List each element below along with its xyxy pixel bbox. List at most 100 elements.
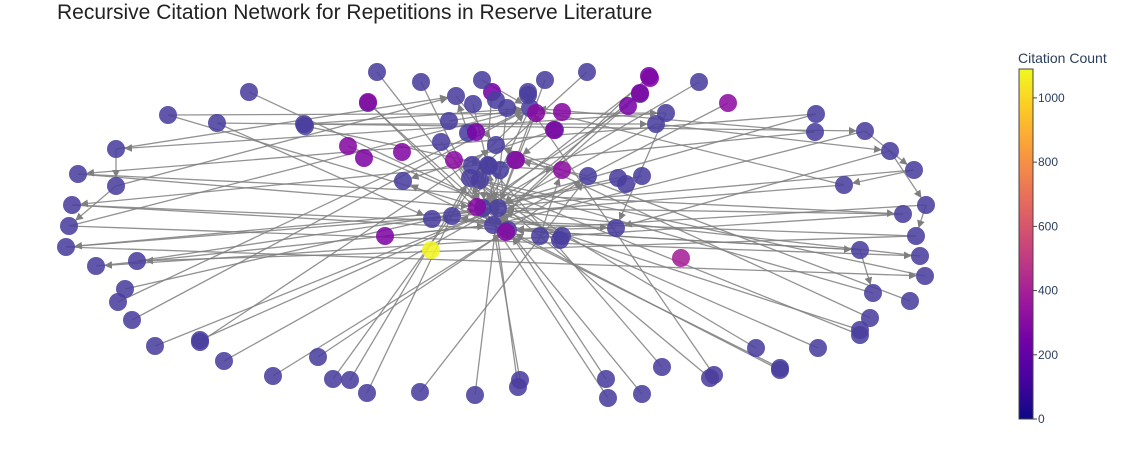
- citation-node-15[interactable]: [443, 207, 461, 225]
- citation-node-85[interactable]: [864, 284, 882, 302]
- citation-node-91[interactable]: [146, 337, 164, 355]
- citation-node-14[interactable]: [468, 198, 486, 216]
- citation-node-75[interactable]: [894, 205, 912, 223]
- citation-node-100[interactable]: [264, 367, 282, 385]
- citation-node-82[interactable]: [128, 252, 146, 270]
- citation-node-26[interactable]: [447, 87, 465, 105]
- citation-node-39[interactable]: [467, 123, 485, 141]
- citation-node-88[interactable]: [123, 311, 141, 329]
- citation-node-60[interactable]: [208, 114, 226, 132]
- citation-edge-88-8: [131, 111, 523, 321]
- citation-node-53[interactable]: [690, 73, 708, 91]
- citation-node-107[interactable]: [599, 389, 617, 407]
- citation-node-50[interactable]: [519, 83, 537, 101]
- citation-node-51[interactable]: [578, 63, 596, 81]
- citation-node-45[interactable]: [463, 156, 481, 174]
- citation-node-40[interactable]: [487, 91, 505, 109]
- citation-node-97[interactable]: [309, 348, 327, 366]
- citation-node-109[interactable]: [701, 369, 719, 387]
- citation-node-114[interactable]: [851, 321, 869, 339]
- citation-node-89[interactable]: [861, 309, 879, 327]
- citation-node-94[interactable]: [747, 339, 765, 357]
- citation-node-108[interactable]: [633, 385, 651, 403]
- citation-network-plot[interactable]: [0, 0, 1000, 450]
- citation-node-71[interactable]: [107, 177, 125, 195]
- citation-node-77[interactable]: [907, 227, 925, 245]
- citation-node-111[interactable]: [359, 93, 377, 111]
- citation-node-66[interactable]: [856, 122, 874, 140]
- citation-node-103[interactable]: [358, 384, 376, 402]
- citation-node-43[interactable]: [339, 137, 357, 155]
- citation-node-42[interactable]: [355, 149, 373, 167]
- citation-node-32[interactable]: [432, 133, 450, 151]
- citation-node-93[interactable]: [809, 339, 827, 357]
- citation-node-11[interactable]: [497, 223, 515, 241]
- citation-node-121[interactable]: [641, 69, 659, 87]
- citation-node-19[interactable]: [607, 219, 625, 237]
- citation-node-58[interactable]: [719, 94, 737, 112]
- citation-node-54[interactable]: [240, 83, 258, 101]
- citation-node-86[interactable]: [109, 293, 127, 311]
- citation-node-67[interactable]: [107, 140, 125, 158]
- citation-node-36[interactable]: [394, 172, 412, 190]
- citation-node-49[interactable]: [473, 71, 491, 89]
- citation-node-21[interactable]: [579, 167, 597, 185]
- citation-node-76[interactable]: [60, 217, 78, 235]
- citation-node-30[interactable]: [553, 103, 571, 121]
- citation-node-73[interactable]: [917, 196, 935, 214]
- citation-node-6[interactable]: [487, 136, 505, 154]
- citation-edge-63-67: [124, 112, 667, 152]
- citation-node-13[interactable]: [531, 227, 549, 245]
- citation-node-118[interactable]: [511, 371, 529, 389]
- citation-node-87[interactable]: [901, 292, 919, 310]
- citation-node-104[interactable]: [411, 383, 429, 401]
- citation-node-98[interactable]: [653, 358, 671, 376]
- citation-node-110[interactable]: [296, 117, 314, 135]
- citation-node-48[interactable]: [412, 73, 430, 91]
- citation-node-69[interactable]: [69, 165, 87, 183]
- citation-node-47[interactable]: [368, 63, 386, 81]
- citation-node-18[interactable]: [507, 151, 525, 169]
- citation-node-24[interactable]: [633, 167, 651, 185]
- citation-node-72[interactable]: [835, 176, 853, 194]
- citation-node-81[interactable]: [87, 257, 105, 275]
- citation-node-17[interactable]: [376, 227, 394, 245]
- citation-node-80[interactable]: [911, 247, 929, 265]
- citation-node-33[interactable]: [440, 112, 458, 130]
- citation-node-83[interactable]: [916, 267, 934, 285]
- citation-node-112[interactable]: [631, 84, 649, 102]
- citation-node-115[interactable]: [771, 361, 789, 379]
- citation-node-70[interactable]: [905, 161, 923, 179]
- citation-node-25[interactable]: [464, 95, 482, 113]
- citation-node-62[interactable]: [807, 105, 825, 123]
- citation-node-35[interactable]: [672, 249, 690, 267]
- citation-node-116[interactable]: [191, 331, 209, 349]
- citation-edge-92-6: [199, 149, 490, 343]
- citation-node-20[interactable]: [553, 161, 571, 179]
- citation-node-0[interactable]: [489, 199, 507, 217]
- citation-node-120[interactable]: [471, 171, 489, 189]
- citation-node-23[interactable]: [617, 175, 635, 193]
- citation-node-34[interactable]: [422, 241, 440, 259]
- citation-node-68[interactable]: [881, 142, 899, 160]
- citation-node-59[interactable]: [159, 106, 177, 124]
- citation-node-119[interactable]: [491, 161, 509, 179]
- citation-node-102[interactable]: [597, 370, 615, 388]
- citation-node-65[interactable]: [806, 123, 824, 141]
- citation-node-38[interactable]: [527, 104, 545, 122]
- citation-node-74[interactable]: [63, 196, 81, 214]
- citation-node-96[interactable]: [215, 352, 233, 370]
- citation-node-78[interactable]: [57, 238, 75, 256]
- citation-node-44[interactable]: [445, 151, 463, 169]
- citation-node-113[interactable]: [341, 371, 359, 389]
- citation-node-79[interactable]: [851, 241, 869, 259]
- citation-node-117[interactable]: [551, 231, 569, 249]
- citation-node-57[interactable]: [619, 97, 637, 115]
- citation-node-16[interactable]: [423, 210, 441, 228]
- citation-node-101[interactable]: [324, 370, 342, 388]
- citation-node-64[interactable]: [647, 115, 665, 133]
- citation-node-37[interactable]: [545, 121, 563, 139]
- citation-node-41[interactable]: [536, 71, 554, 89]
- citation-node-105[interactable]: [466, 386, 484, 404]
- citation-node-31[interactable]: [393, 143, 411, 161]
